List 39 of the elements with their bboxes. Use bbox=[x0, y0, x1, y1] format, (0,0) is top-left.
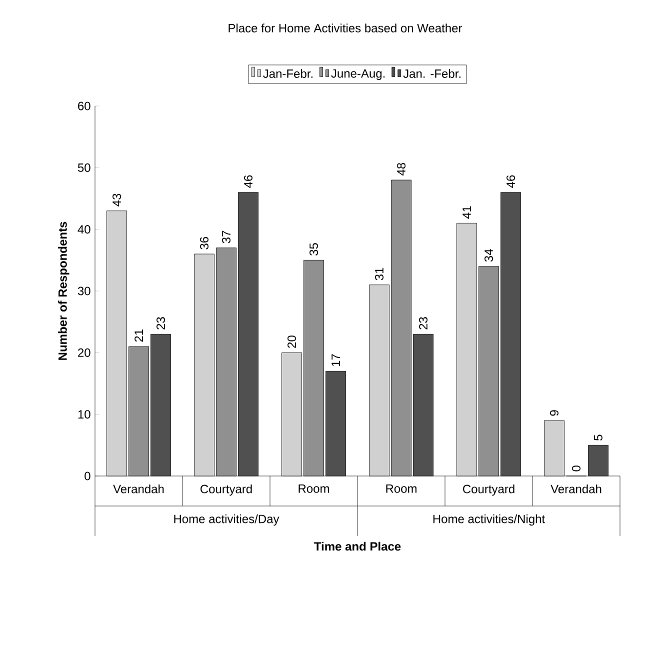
data-label: 5 bbox=[594, 434, 602, 440]
x-axis-title: Time and Place bbox=[314, 542, 401, 551]
data-label: 9 bbox=[550, 410, 558, 416]
data-label: 46 bbox=[244, 175, 252, 188]
data-label: 23 bbox=[419, 317, 428, 330]
legend-label: June-Aug. bbox=[331, 69, 385, 80]
chart-title: Place for Home Activities based on Weather bbox=[228, 24, 462, 32]
text: Home activities/Day bbox=[174, 514, 280, 526]
data-label: 17 bbox=[332, 354, 340, 366]
data-label: 34 bbox=[484, 249, 493, 262]
y-axis-title: Number of Respondents bbox=[58, 222, 70, 360]
y-tick-label: 60 bbox=[78, 102, 90, 110]
data-label: 20 bbox=[288, 336, 296, 348]
data-label: 0 bbox=[572, 466, 580, 472]
x-tick-label: Room bbox=[386, 484, 416, 493]
data-label: 35 bbox=[310, 243, 318, 256]
x-tick-label: Room bbox=[298, 484, 329, 493]
y-tick-label: 20 bbox=[78, 348, 90, 357]
data-label: 31 bbox=[375, 268, 384, 280]
x-tick-label: Courtyard bbox=[463, 484, 514, 496]
legend-label: Jan. -Febr. bbox=[403, 69, 460, 78]
data-label: 23 bbox=[156, 317, 165, 330]
y-tick-label: 0 bbox=[84, 472, 90, 480]
y-tick-label: 10 bbox=[78, 410, 90, 419]
legend-label: Jan-Febr. bbox=[263, 69, 312, 78]
data-label: 37 bbox=[222, 230, 230, 244]
data-label: 43 bbox=[112, 194, 121, 206]
data-label: 36 bbox=[200, 236, 208, 250]
data-label: 21 bbox=[134, 330, 143, 342]
x-tick-label: Courtyard bbox=[200, 484, 252, 496]
text: Home activities/Night bbox=[433, 514, 545, 526]
x-tick-label: Verandah bbox=[550, 484, 602, 494]
y-tick-label: 50 bbox=[78, 163, 90, 172]
data-label: 41 bbox=[462, 206, 471, 219]
y-tick-label: 30 bbox=[78, 286, 90, 296]
y-tick-label: 40 bbox=[78, 225, 90, 234]
x-tick-label: Verandah bbox=[113, 484, 164, 494]
data-label: 48 bbox=[397, 162, 406, 176]
data-label: 46 bbox=[506, 175, 515, 188]
